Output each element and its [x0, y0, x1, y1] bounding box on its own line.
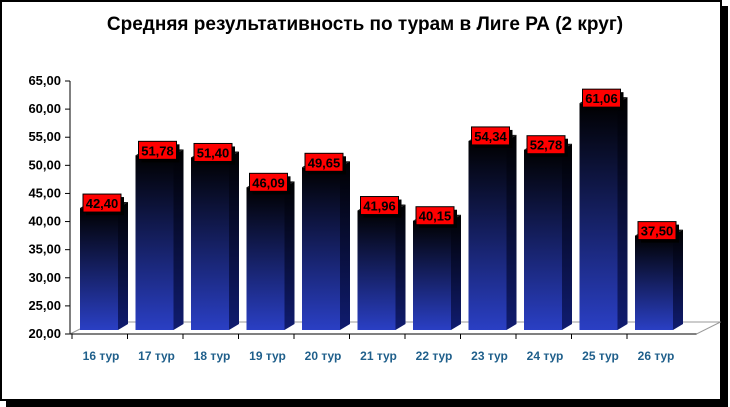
bar: [191, 157, 229, 330]
bar: [413, 220, 451, 330]
data-label: 54,34: [474, 129, 507, 144]
bar-group: [302, 161, 350, 330]
bar-side: [173, 149, 184, 330]
data-label-box: [360, 196, 399, 216]
x-tick-label: 17 тур: [138, 349, 175, 363]
data-label-box: [526, 135, 566, 155]
y-tick-label: 35,00: [28, 242, 61, 257]
x-tick-label: 22 тур: [416, 349, 453, 363]
y-tick-label: 65,00: [28, 73, 61, 88]
bar-side: [229, 151, 239, 330]
bar-group: [191, 151, 239, 330]
bar: [635, 235, 673, 330]
data-label-box: [637, 221, 677, 241]
data-label: 42,40: [86, 196, 119, 211]
y-tick-label: 30,00: [28, 270, 61, 285]
data-label-box: [82, 193, 122, 213]
y-tick-label: 50,00: [28, 157, 61, 172]
y-tick-label: 40,00: [28, 214, 61, 229]
data-label-box: [471, 126, 510, 146]
bar: [524, 149, 562, 330]
bar: [357, 210, 396, 330]
data-label: 51,40: [197, 145, 230, 160]
x-tick-label: 21 тур: [360, 349, 397, 363]
bar-group: [468, 134, 517, 330]
x-tick-label: 26 тур: [638, 349, 675, 363]
data-label: 61,06: [585, 91, 618, 106]
x-tick-label: 18 тур: [194, 349, 231, 363]
bar-side: [617, 97, 628, 331]
bar: [302, 167, 340, 330]
bar-side: [562, 143, 572, 330]
data-label: 51,78: [141, 143, 174, 158]
bar-group: [357, 204, 406, 330]
chart-title: Средняя результативность по турам в Лиге…: [106, 14, 624, 35]
data-label-box: [193, 142, 233, 162]
data-label: 40,15: [419, 209, 452, 224]
bar: [468, 140, 507, 330]
x-tick-label: 20 тур: [305, 349, 342, 363]
x-tick-label: 24 тур: [527, 349, 564, 363]
data-label: 46,09: [252, 175, 285, 190]
bar: [80, 208, 118, 330]
y-tick-label: 60,00: [28, 101, 61, 116]
bar-group: [579, 97, 628, 331]
bar-side: [118, 202, 128, 330]
bar: [579, 103, 618, 331]
data-label-box: [138, 140, 177, 160]
data-label: 37,50: [641, 224, 674, 239]
data-label-box: [249, 172, 288, 192]
bar: [246, 187, 285, 330]
data-label-box: [582, 88, 621, 108]
bar-group: [413, 214, 461, 330]
x-tick-label: 25 тур: [582, 349, 619, 363]
y-tick-label: 55,00: [28, 129, 61, 144]
y-tick-label: 45,00: [28, 185, 61, 200]
bar-side: [506, 134, 517, 330]
y-tick-label: 25,00: [28, 298, 61, 313]
data-label-box: [304, 152, 344, 172]
x-tick-label: 16 тур: [83, 349, 120, 363]
bar-side: [284, 181, 295, 330]
bar-group: [524, 143, 572, 330]
x-tick-label: 19 тур: [249, 349, 286, 363]
bar-group: [635, 229, 683, 330]
bar-group: [246, 181, 295, 330]
x-tick-label: 23 тур: [471, 349, 508, 363]
data-label: 49,65: [308, 155, 341, 170]
bar-side: [451, 214, 461, 330]
data-label: 52,78: [530, 138, 563, 153]
bar-side: [340, 161, 350, 330]
bar: [135, 155, 174, 330]
bar-group: [135, 149, 184, 330]
y-tick-label: 20,00: [28, 326, 61, 341]
bar-group: [80, 202, 128, 330]
bar-side: [395, 204, 406, 330]
data-label-box: [415, 206, 455, 226]
data-label: 41,96: [363, 199, 396, 214]
bar-side: [673, 229, 683, 330]
